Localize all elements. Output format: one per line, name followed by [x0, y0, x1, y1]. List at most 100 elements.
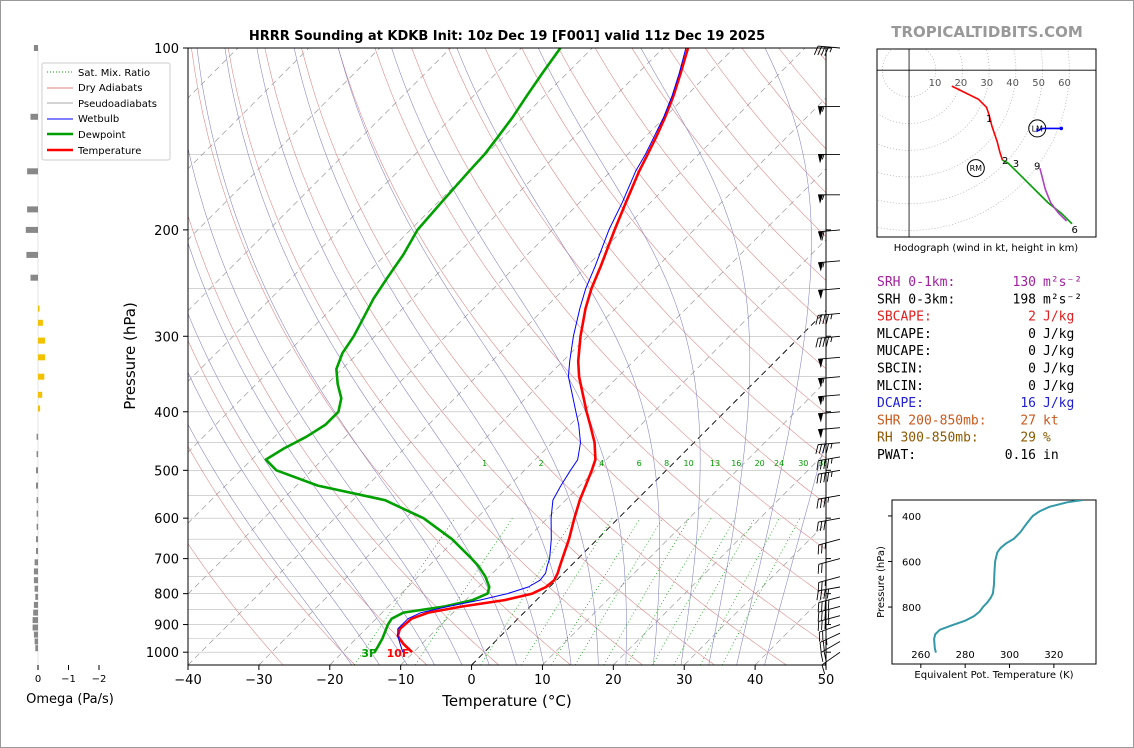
hodograph-segment [951, 85, 1004, 161]
x-tick-label: −30 [245, 673, 272, 688]
barb-full [822, 337, 826, 347]
y-tick-label: 100 [154, 42, 179, 57]
barb-full [819, 473, 823, 483]
theta-e-axes: 260 280 300 320 400 600 800 [888, 512, 1063, 668]
x-tick-label: 50 [818, 673, 835, 688]
hodograph-ring-label: 30 [980, 78, 993, 89]
theta-e-x-tick-label: 280 [956, 650, 975, 661]
pseudoadiabat-line [736, 48, 812, 665]
series-wetbulb-line [397, 48, 687, 653]
stat-value: 0 [1028, 362, 1036, 377]
barb-full [826, 588, 830, 599]
mixing-ratio-label: 10 [684, 459, 694, 468]
barb-full [821, 611, 823, 621]
omega-bar [34, 585, 38, 592]
barb-full [823, 459, 826, 469]
omega-bar [38, 337, 45, 344]
omega-bar [34, 638, 38, 645]
stat-value: 130 [1013, 275, 1036, 290]
hodograph-segment [1039, 168, 1068, 222]
barb-full [821, 563, 823, 573]
barb-flag [818, 106, 823, 116]
barb-full [815, 444, 819, 454]
y-tick-label: 500 [154, 464, 179, 479]
sounding-stats: SRH 0-1km: 130 m²s⁻² SRH 0-3km: 198 m²s⁻² SBCA… [877, 275, 1082, 463]
wind-barb [820, 641, 841, 662]
omega-bar [38, 305, 40, 312]
storm-motion-label: RM [970, 164, 983, 173]
mixing-ratio-label: 16 [731, 459, 741, 468]
y-tick-label: 300 [154, 330, 179, 345]
barb-full [825, 443, 829, 454]
barb-shaft [820, 641, 841, 653]
omega-bar [38, 405, 41, 412]
stat-label: SRH 0-1km: [877, 275, 955, 290]
dry-adiabat-line [521, 48, 826, 414]
barb-full [817, 612, 820, 622]
mixing-ratio-label: 20 [755, 459, 765, 468]
omega-bar [33, 568, 38, 575]
stat-value: 16 [1020, 396, 1036, 411]
x-tick-label: 30 [676, 673, 693, 688]
theta-e-line [933, 500, 1083, 653]
series-temperature-line [396, 48, 690, 654]
barb-full [818, 444, 823, 454]
wind-barb [816, 517, 841, 532]
wind-barb [817, 538, 841, 555]
barb-shaft [818, 605, 841, 613]
stat-unit: J/kg [1043, 310, 1074, 325]
barb-full [817, 544, 820, 555]
wind-barb [818, 624, 841, 642]
dry-adiabat-line [264, 48, 715, 665]
isotherm-line [188, 48, 735, 595]
wind-barb [816, 469, 841, 484]
barb-full [825, 337, 829, 347]
barb-full [816, 474, 819, 484]
pseudoadiabat-line [456, 48, 660, 665]
dry-adiabat-line [411, 48, 826, 551]
wind-barb [817, 558, 841, 574]
isotherm-line [471, 309, 826, 665]
barb-full [824, 46, 829, 56]
barb-full [818, 337, 823, 348]
mixing-ratio-line [574, 518, 663, 665]
pseudoadiabat-line [764, 437, 826, 665]
x-tick-label: 0 [467, 673, 475, 688]
wind-barb [818, 194, 840, 204]
mixing-ratio-label: 4 [599, 459, 604, 468]
omega-bar [26, 251, 38, 258]
skewt-legend: Sat. Mix. Ratio Dry Adiabats Pseudoadiab… [41, 62, 171, 161]
y-tick-label: 200 [154, 224, 179, 239]
wind-barb [815, 442, 841, 454]
dry-adiabat-line [188, 445, 356, 665]
hodograph-height-label: 2 [1002, 156, 1008, 167]
isotherm-line [0, 48, 25, 665]
stat-unit: m²s⁻² [1043, 292, 1082, 307]
dry-adiabat-line [188, 214, 499, 665]
x-tick-label: −20 [316, 673, 343, 688]
pseudoadiabat-line [224, 48, 517, 665]
theta-e-ylabel: Pressure (hPa) [876, 546, 887, 618]
pseudoadiabat-line [538, 48, 701, 665]
theta-e-x-tick-label: 320 [1044, 650, 1063, 661]
stat-value: 0 [1028, 379, 1036, 394]
barb-half [821, 106, 825, 112]
barb-shaft [818, 494, 841, 500]
stat-value: 0 [1028, 344, 1036, 359]
barb-half [830, 313, 833, 320]
barb-full [816, 590, 819, 601]
omega-bar [36, 523, 39, 530]
mixing-ratio-label: 2 [539, 459, 544, 468]
wind-barb [818, 106, 840, 116]
barb-half [830, 336, 833, 343]
skewt-panel: 1 2 4 6 8 10 13 16 20 24 30 36 −40 −30 −20 −10 0 10 20 30 4… [0, 42, 835, 710]
x-tick-label: −10 [387, 673, 414, 688]
barb-full [822, 443, 826, 454]
watermark: TROPICALTIDBITS.COM [891, 23, 1083, 41]
legend-dewpoint: Dewpoint [78, 130, 126, 141]
barb-full [825, 629, 827, 640]
barb-full [820, 46, 826, 56]
barb-full [817, 582, 820, 592]
barb-flag [818, 378, 824, 388]
wind-barb [818, 376, 841, 388]
